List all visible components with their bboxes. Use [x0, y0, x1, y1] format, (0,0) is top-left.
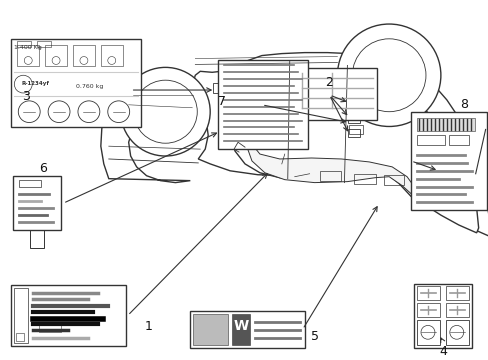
Bar	[13, 176, 61, 230]
Text: 5: 5	[310, 330, 318, 343]
Bar	[349, 126, 363, 134]
Bar	[232, 314, 249, 345]
Bar	[16, 333, 24, 341]
Text: R-1234yf: R-1234yf	[21, 81, 49, 86]
Bar	[19, 180, 41, 186]
Polygon shape	[101, 53, 488, 237]
Bar	[213, 83, 224, 93]
Bar	[101, 45, 122, 66]
Bar	[416, 286, 439, 300]
Bar	[277, 68, 376, 120]
Bar	[45, 45, 67, 66]
Text: 4: 4	[438, 345, 446, 357]
Text: 2: 2	[325, 76, 333, 89]
Bar	[193, 314, 227, 345]
Bar	[347, 130, 360, 137]
Bar	[410, 112, 486, 210]
Bar	[384, 175, 403, 185]
Bar	[349, 109, 363, 118]
Bar	[319, 171, 341, 181]
Bar	[347, 114, 360, 122]
Bar	[39, 325, 61, 332]
Polygon shape	[230, 84, 478, 233]
Bar	[11, 285, 125, 346]
Polygon shape	[245, 139, 416, 195]
Text: W: W	[234, 319, 249, 333]
Text: 8: 8	[459, 98, 467, 111]
Text: 7: 7	[218, 95, 225, 108]
Bar	[448, 135, 468, 145]
Bar	[445, 303, 468, 316]
Circle shape	[121, 67, 210, 156]
Bar	[17, 45, 39, 66]
Bar	[445, 320, 468, 345]
Bar	[73, 45, 95, 66]
Bar	[416, 135, 444, 145]
Bar	[445, 286, 468, 300]
Text: 0.760 kg: 0.760 kg	[76, 84, 103, 89]
Bar	[413, 284, 471, 348]
Text: 1.400 Kg: 1.400 Kg	[14, 45, 42, 50]
Bar	[428, 170, 438, 179]
Bar	[37, 41, 51, 47]
Bar	[218, 60, 307, 149]
Bar	[347, 102, 360, 110]
Bar	[30, 228, 44, 248]
Bar	[416, 303, 439, 316]
Bar	[349, 94, 363, 103]
Bar	[354, 174, 375, 184]
Text: 6: 6	[39, 162, 47, 175]
Bar	[14, 288, 28, 343]
Bar	[17, 41, 31, 47]
Text: 3: 3	[22, 90, 30, 103]
Circle shape	[337, 24, 440, 126]
Bar	[11, 39, 141, 127]
Text: 1: 1	[144, 320, 152, 333]
Bar	[416, 118, 474, 131]
Bar	[190, 311, 304, 348]
Bar	[416, 320, 439, 345]
